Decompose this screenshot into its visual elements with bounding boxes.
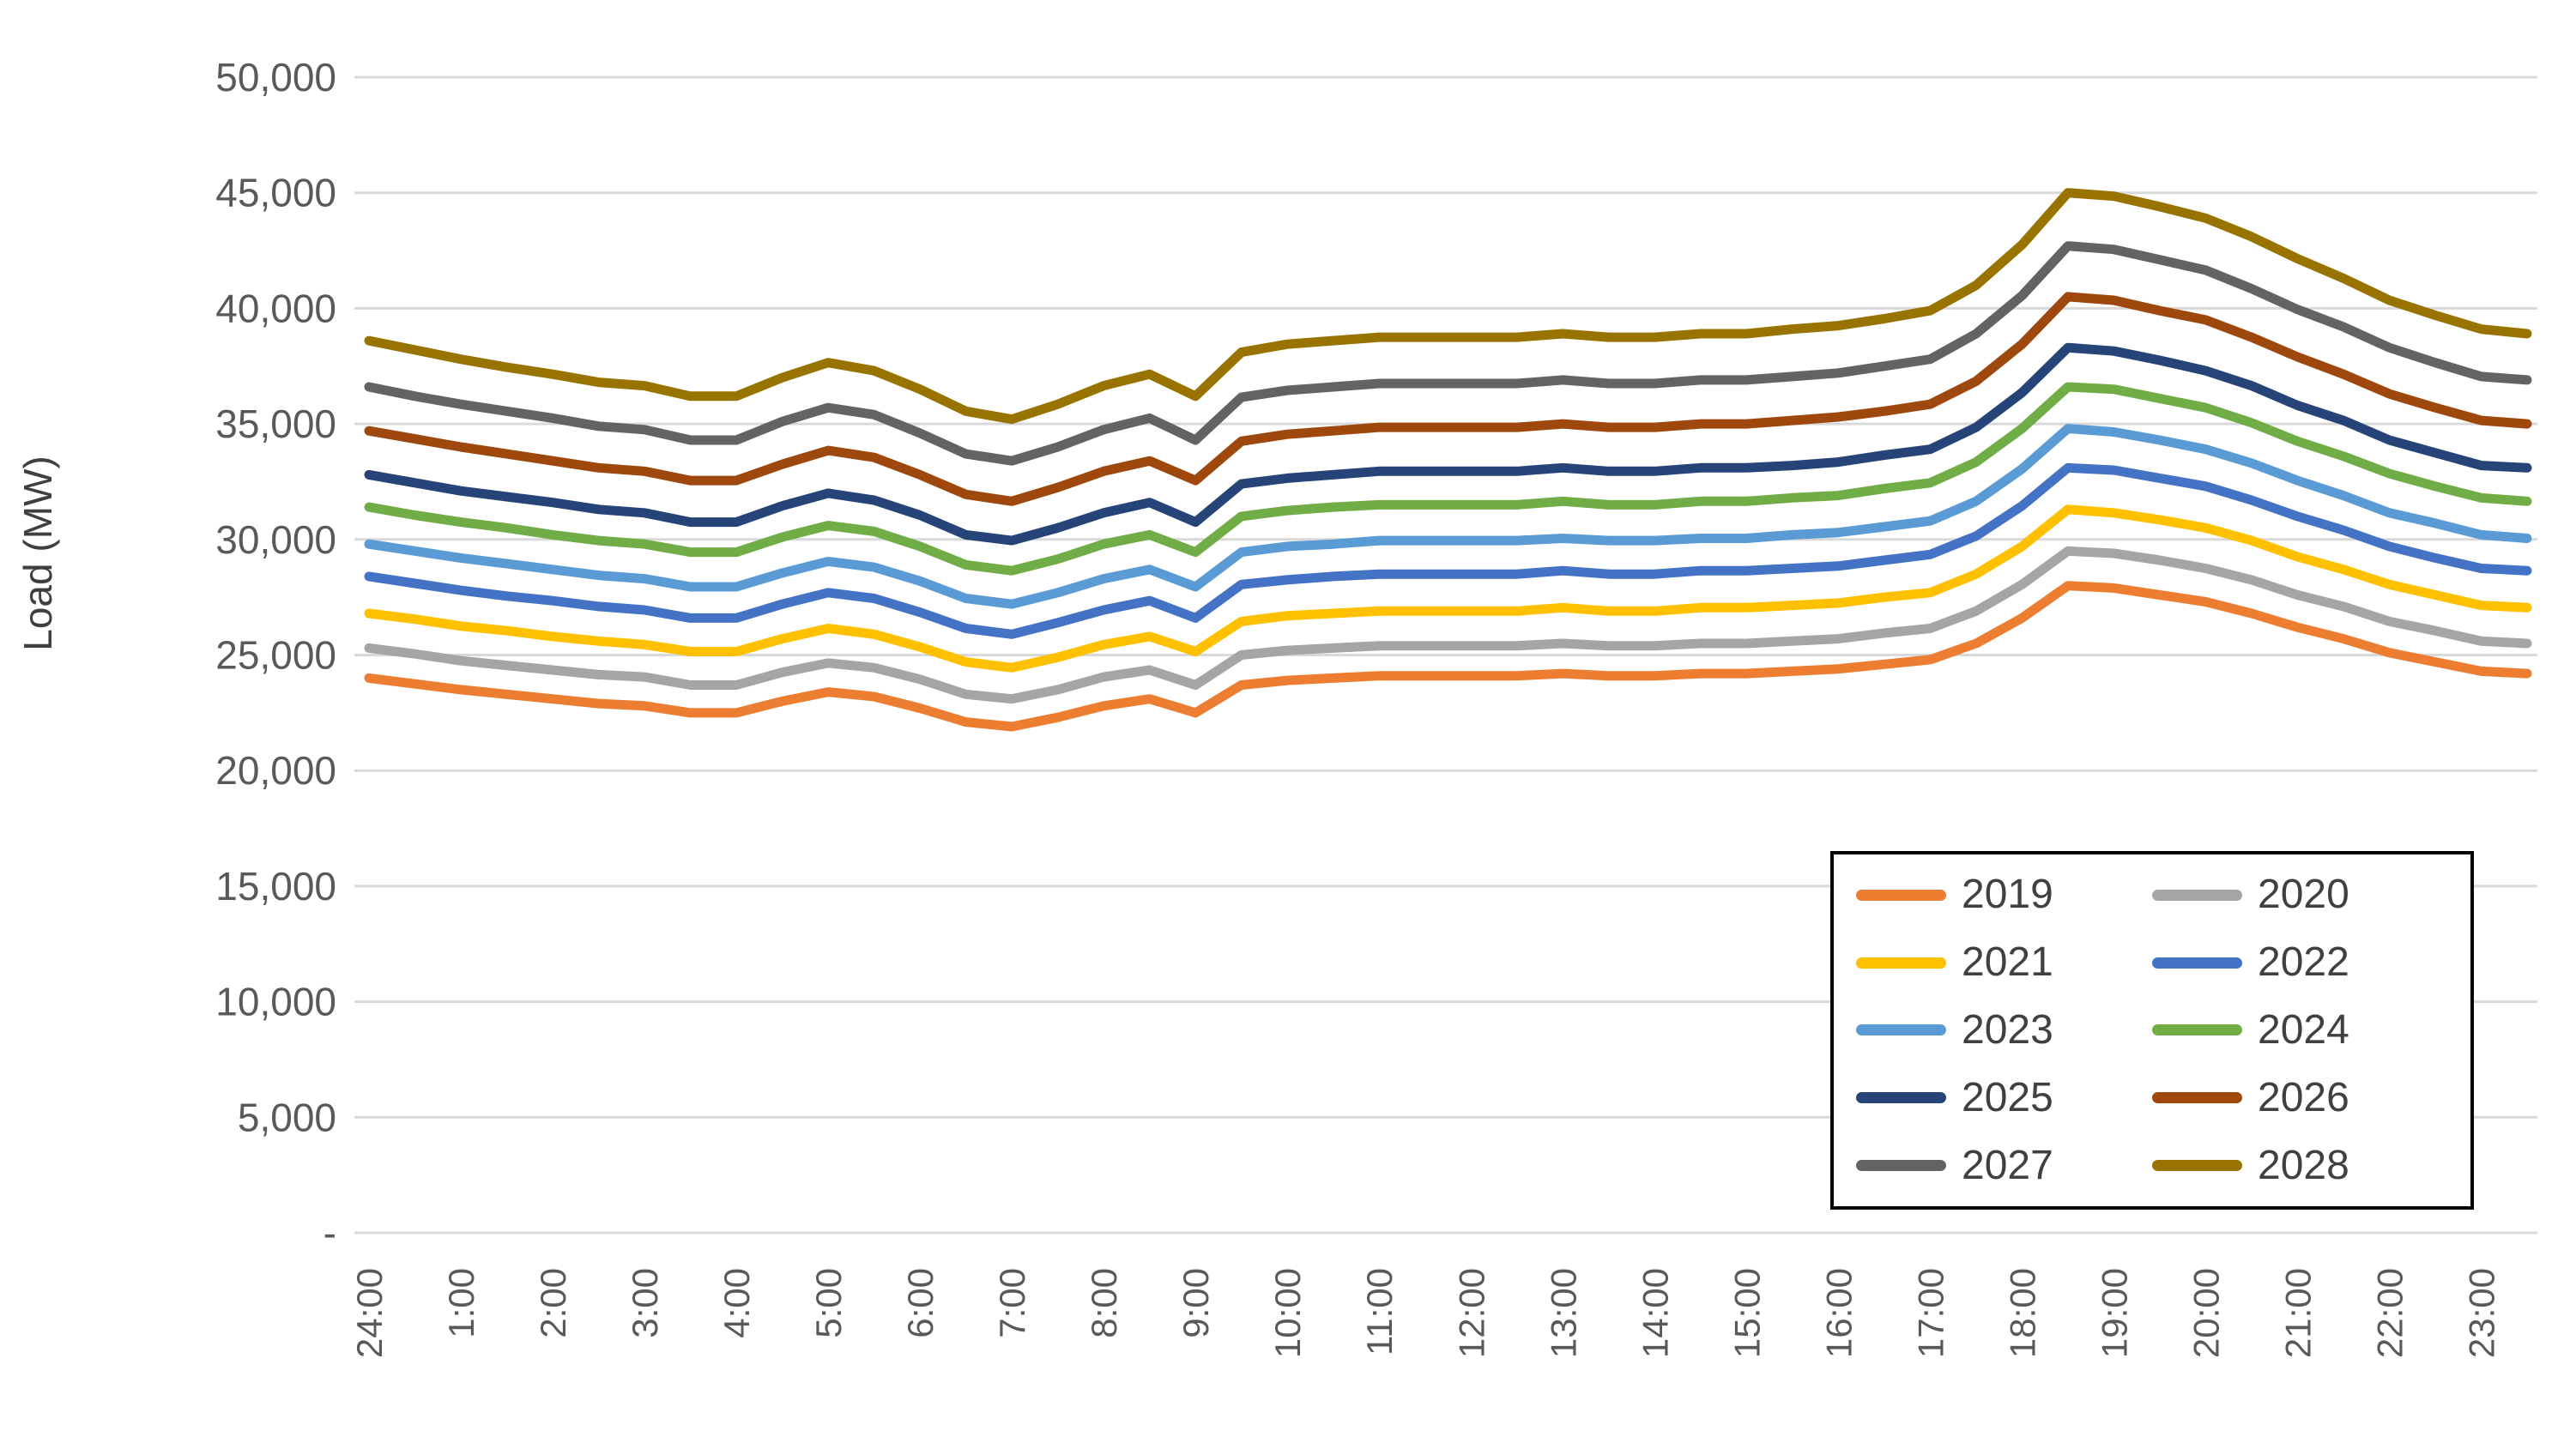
y-axis-title: Load (MW) bbox=[15, 456, 60, 650]
legend-item-2024: 2024 bbox=[2152, 1006, 2448, 1053]
y-tick-label: 30,000 bbox=[215, 517, 336, 562]
legend-item-2027: 2027 bbox=[1856, 1142, 2152, 1188]
series-line-2019 bbox=[364, 581, 2532, 732]
series-line-2026 bbox=[364, 292, 2532, 506]
legend-label: 2027 bbox=[1962, 1142, 2053, 1188]
legend-item-2019: 2019 bbox=[1856, 874, 2152, 915]
x-tick-label: 3:00 bbox=[625, 1268, 665, 1338]
x-tick-label: 7:00 bbox=[992, 1268, 1032, 1338]
x-tick-label: 1:00 bbox=[441, 1268, 481, 1338]
legend-item-2025: 2025 bbox=[1856, 1074, 2152, 1120]
x-tick-label: 8:00 bbox=[1084, 1268, 1124, 1338]
x-tick-label: 11:00 bbox=[1359, 1268, 1400, 1355]
legend-swatch-2020 bbox=[2152, 889, 2242, 901]
series-line-2027 bbox=[364, 241, 2532, 466]
legend-item-2020: 2020 bbox=[2152, 874, 2448, 915]
x-tick-label: 17:00 bbox=[1910, 1268, 1950, 1358]
legend-item-2028: 2028 bbox=[2152, 1142, 2448, 1188]
series-line-2023 bbox=[364, 424, 2532, 609]
legend-item-2022: 2022 bbox=[2152, 942, 2448, 983]
x-tick-label: 19:00 bbox=[2094, 1268, 2134, 1358]
x-tick-label: 22:00 bbox=[2370, 1268, 2410, 1358]
y-tick-label: 50,000 bbox=[215, 55, 336, 100]
series-line-2022 bbox=[364, 462, 2532, 639]
x-tick-label: 6:00 bbox=[900, 1268, 940, 1338]
y-tick-label: 40,000 bbox=[215, 286, 336, 330]
y-tick-label: - bbox=[324, 1211, 336, 1255]
x-tick-label: 23:00 bbox=[2462, 1268, 2502, 1358]
y-tick-label: 35,000 bbox=[215, 401, 336, 446]
series-line-2024 bbox=[364, 382, 2532, 576]
x-tick-label: 18:00 bbox=[2002, 1268, 2042, 1358]
legend-swatch-2025 bbox=[1856, 1092, 1946, 1104]
x-tick-label: 16:00 bbox=[1818, 1268, 1859, 1358]
legend-label: 2022 bbox=[2258, 939, 2349, 986]
y-tick-label: 45,000 bbox=[215, 171, 336, 215]
legend-swatch-2027 bbox=[1856, 1160, 1946, 1172]
legend-swatch-2028 bbox=[2152, 1160, 2242, 1172]
x-tick-label: 24:00 bbox=[349, 1268, 390, 1358]
legend-swatch-2024 bbox=[2152, 1024, 2242, 1036]
legend-label: 2021 bbox=[1962, 939, 2053, 986]
x-tick-label: 2:00 bbox=[533, 1268, 573, 1338]
legend-swatch-2026 bbox=[2152, 1092, 2242, 1104]
x-tick-label: 10:00 bbox=[1267, 1268, 1308, 1358]
series-line-2028 bbox=[364, 188, 2532, 425]
y-tick-label: 5,000 bbox=[238, 1095, 336, 1139]
legend-item-2023: 2023 bbox=[1856, 1006, 2152, 1053]
x-tick-label: 12:00 bbox=[1451, 1268, 1491, 1358]
legend-label: 2019 bbox=[1962, 872, 2053, 918]
legend-label: 2020 bbox=[2258, 872, 2349, 918]
legend-item-2026: 2026 bbox=[2152, 1074, 2448, 1120]
x-tick-label: 9:00 bbox=[1176, 1268, 1216, 1338]
x-tick-label: 5:00 bbox=[808, 1268, 849, 1338]
x-tick-label: 20:00 bbox=[2186, 1268, 2226, 1358]
x-tick-label: 14:00 bbox=[1635, 1268, 1675, 1358]
legend-label: 2025 bbox=[1962, 1074, 2053, 1120]
y-tick-label: 25,000 bbox=[215, 633, 336, 678]
legend-swatch-2021 bbox=[1856, 957, 1946, 969]
x-tick-label: 15:00 bbox=[1726, 1268, 1767, 1358]
legend-label: 2023 bbox=[1962, 1006, 2053, 1053]
series-line-2020 bbox=[364, 546, 2532, 704]
legend: 2019 2020 2021 2022 2023 2024 2025 2026 2027 2028 bbox=[1830, 851, 2474, 1210]
y-tick-label: 10,000 bbox=[215, 980, 336, 1024]
x-tick-label: 13:00 bbox=[1543, 1268, 1583, 1358]
x-tick-label: 4:00 bbox=[717, 1268, 757, 1338]
legend-label: 2024 bbox=[2258, 1006, 2349, 1053]
legend-swatch-2022 bbox=[2152, 957, 2242, 969]
legend-label: 2026 bbox=[2258, 1074, 2349, 1120]
legend-label: 2028 bbox=[2258, 1142, 2349, 1188]
x-tick-label: 21:00 bbox=[2277, 1268, 2318, 1358]
legend-swatch-2019 bbox=[1856, 889, 1946, 901]
series-line-2025 bbox=[364, 342, 2532, 546]
y-tick-label: 20,000 bbox=[215, 748, 336, 793]
legend-item-2021: 2021 bbox=[1856, 942, 2152, 983]
legend-swatch-2023 bbox=[1856, 1024, 1946, 1036]
y-tick-label: 15,000 bbox=[215, 864, 336, 909]
series-line-2021 bbox=[364, 504, 2532, 673]
